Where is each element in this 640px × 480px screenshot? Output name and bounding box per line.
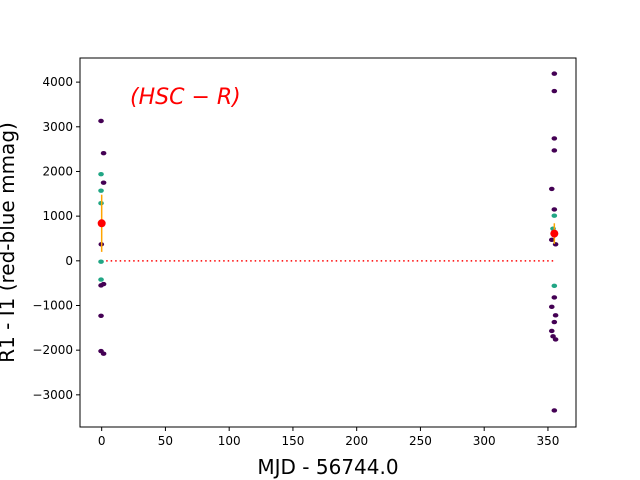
y-tick-label: −2000: [32, 343, 73, 357]
y-tick-label: 0: [65, 254, 73, 268]
x-tick-label: 250: [409, 434, 432, 448]
dark-data-point: [551, 295, 558, 300]
dark-data-point: [551, 71, 558, 76]
dark-data-point: [548, 328, 555, 334]
dark-data-point: [548, 304, 555, 310]
y-tick-label: 1000: [42, 209, 73, 223]
teal-data-point: [98, 259, 104, 264]
y-axis-label: R1 - I1 (red-blue mmag): [0, 122, 19, 363]
x-tick-label: 350: [536, 434, 559, 448]
dark-data-point: [551, 207, 558, 212]
dark-data-point: [550, 334, 556, 339]
x-tick-label: 100: [218, 434, 241, 448]
x-axis-label: MJD - 56744.0: [257, 455, 398, 479]
x-tick-label: 150: [281, 434, 304, 448]
x-tick-label: 200: [345, 434, 368, 448]
dark-data-point: [551, 136, 558, 141]
mean-point: [97, 219, 106, 228]
dark-data-point: [548, 237, 555, 243]
plot-area: [97, 71, 559, 413]
dark-data-point: [98, 118, 104, 124]
axis-ticks: 0 50 100 150 200 250 300 350 −3000 −2000 −1000 0 100…: [32, 75, 559, 448]
plot-frame: [79, 57, 577, 428]
x-tick-label: 0: [98, 434, 106, 448]
dark-data-point: [551, 88, 558, 94]
teal-data-point: [551, 283, 558, 289]
dark-data-point: [551, 319, 558, 325]
teal-data-point: [98, 171, 104, 177]
mean-point: [550, 229, 559, 238]
x-tick-label: 300: [473, 434, 496, 448]
annotation-label: (HSC − R): [130, 85, 241, 110]
y-tick-label: −3000: [32, 388, 73, 402]
y-tick-label: −1000: [32, 298, 73, 312]
dark-data-point: [100, 150, 107, 156]
dark-data-point: [551, 148, 558, 153]
y-tick-label: 3000: [42, 120, 73, 134]
dark-data-point: [552, 337, 559, 342]
dark-data-point: [551, 408, 558, 413]
y-tick-label: 2000: [42, 164, 73, 178]
teal-data-point: [98, 188, 104, 193]
dark-data-point: [100, 281, 107, 287]
dark-data-point: [100, 180, 107, 185]
dark-data-point: [548, 186, 555, 192]
x-tick-label: 50: [158, 434, 173, 448]
teal-data-point: [98, 277, 104, 282]
y-tick-label: 4000: [42, 75, 73, 89]
teal-data-point: [551, 213, 558, 218]
dark-data-point: [552, 313, 559, 318]
dark-data-point: [100, 351, 107, 356]
dark-data-point: [98, 313, 104, 318]
